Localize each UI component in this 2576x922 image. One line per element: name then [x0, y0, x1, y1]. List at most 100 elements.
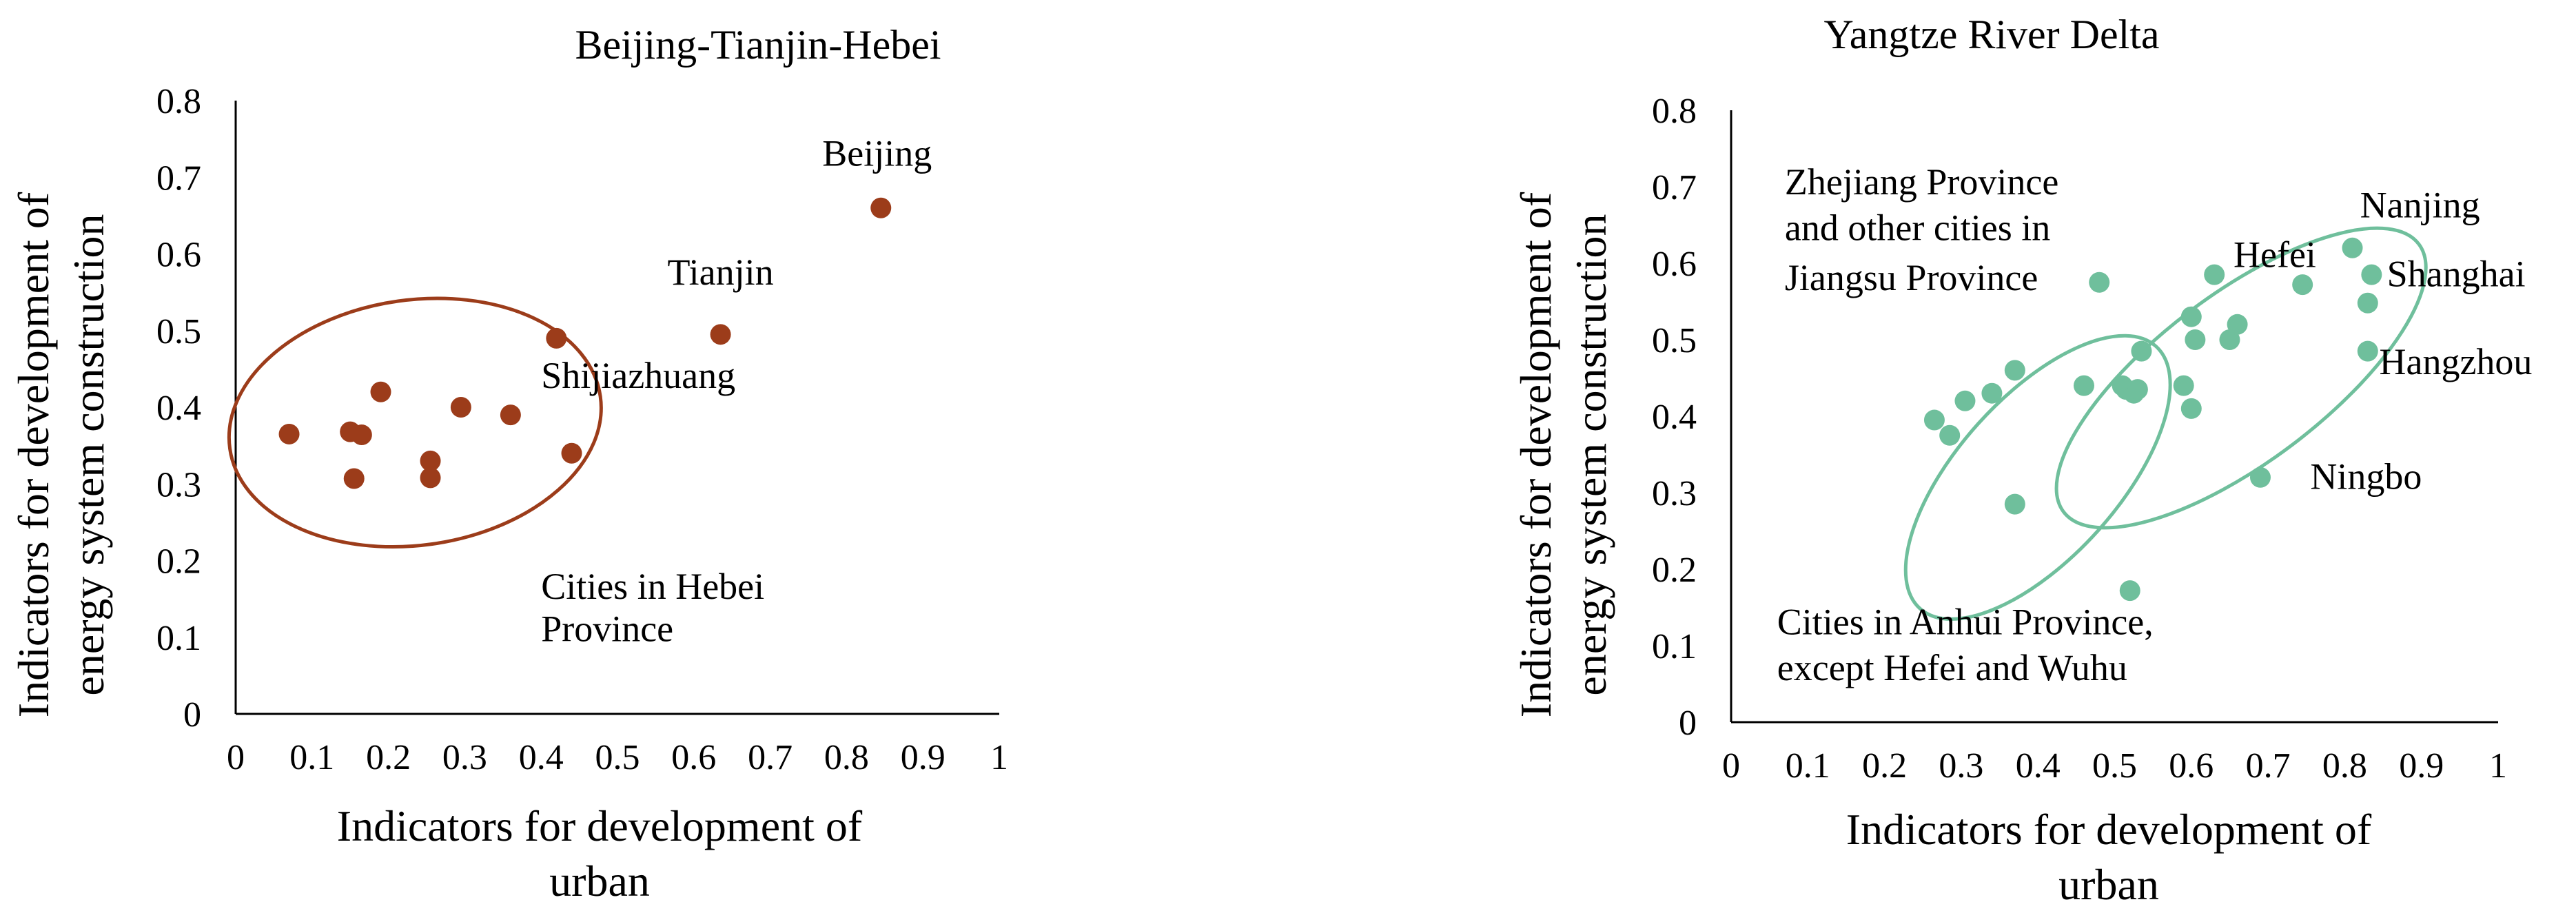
data-point [450, 397, 471, 418]
y-tick-label: 0.5 [1652, 321, 1697, 360]
y-tick-label: 0.7 [1652, 168, 1697, 207]
x-tick-label: 0.6 [671, 738, 716, 777]
data-point [2357, 340, 2378, 362]
cluster-ellipses [227, 296, 603, 549]
data-point [278, 423, 300, 444]
y-tick-labels: 0 0.1 0.2 0.3 0.4 0.5 0.6 0.7 0.8 [156, 82, 201, 735]
x-tick-label: 1 [990, 738, 1008, 777]
data-point [2357, 292, 2378, 314]
data-point [710, 324, 731, 345]
x-tick-label: 0.9 [2399, 746, 2444, 786]
x-tick-label: 0.9 [901, 738, 945, 777]
x-tick-label: 0.3 [1939, 746, 1983, 786]
data-point [2342, 237, 2363, 258]
annotation-label: Cities in Anhui Province, [1777, 601, 2154, 642]
data-point [2204, 264, 2225, 285]
data-point [2292, 274, 2313, 296]
data-point [500, 404, 521, 426]
y-tick-label: 0.7 [156, 158, 201, 198]
data-point [370, 381, 391, 402]
data-point [2089, 272, 2110, 293]
y-tick-label: 0.4 [156, 389, 201, 428]
y-tick-label: 0.4 [1652, 398, 1697, 437]
annotations: Beijing Tianjin Shijiazhuang Cities in Hebe… [541, 133, 932, 650]
cluster-ellipses [1903, 226, 2428, 621]
annotation-label: Shanghai [2387, 253, 2526, 294]
annotation-label: except Hefei and Wuhu [1777, 647, 2127, 688]
x-tick-label: 0.8 [2322, 746, 2367, 786]
annotation-label: Hefei [2233, 234, 2316, 276]
x-axis-label-line1: Indicators for development of [1846, 805, 2372, 854]
data-points [278, 197, 892, 489]
data-point [2131, 340, 2152, 362]
cluster-ellipse [227, 296, 603, 549]
data-point [2361, 264, 2382, 285]
data-point [2127, 379, 2148, 400]
data-point [2073, 375, 2094, 396]
y-tick-label: 0.2 [156, 542, 201, 582]
x-tick-label: 0.4 [519, 738, 564, 777]
y-tick-label: 0 [1679, 704, 1697, 743]
data-point [1981, 382, 2003, 404]
data-point [870, 197, 892, 218]
cluster-ellipse [1903, 334, 2172, 621]
data-point [2180, 306, 2202, 327]
data-point [546, 327, 567, 349]
y-tick-label: 0.8 [156, 82, 201, 121]
data-point [2185, 329, 2206, 350]
annotation-label: and other cities in [1785, 207, 2050, 249]
data-points [1923, 237, 2382, 602]
annotation-label: Cities in Hebei [541, 566, 764, 607]
y-tick-label: 0.8 [1652, 92, 1697, 131]
y-tick-label: 0.6 [156, 236, 201, 275]
x-tick-label: 0 [227, 738, 245, 777]
annotation-label: Ningbo [2310, 455, 2422, 497]
x-tick-label: 0.8 [824, 738, 869, 777]
y-tick-label: 0.3 [156, 465, 201, 504]
x-tick-label: 0.3 [442, 738, 487, 777]
data-point [2180, 398, 2202, 419]
x-tick-label: 0.2 [366, 738, 411, 777]
y-tick-label: 0 [183, 695, 201, 735]
annotation-label: Beijing [822, 133, 932, 174]
chart-title: Yangtze River Delta [1823, 12, 2159, 57]
x-tick-labels: 0 0.1 0.2 0.3 0.4 0.5 0.6 0.7 0.8 0.9 1 [1722, 746, 2507, 786]
x-tick-label: 0.1 [1786, 746, 1830, 786]
x-tick-label: 0.7 [748, 738, 793, 777]
y-tick-labels: 0 0.1 0.2 0.3 0.4 0.5 0.6 0.7 0.8 [1652, 92, 1697, 743]
data-point [1954, 390, 1976, 411]
data-point [2004, 493, 2025, 515]
y-tick-label: 0.3 [1652, 474, 1697, 513]
x-tick-label: 0.2 [1862, 746, 1907, 786]
data-point [2227, 314, 2248, 335]
y-tick-label: 0.1 [156, 619, 201, 658]
data-point [2119, 580, 2140, 602]
x-tick-label: 0.6 [2169, 746, 2214, 786]
x-tick-labels: 0 0.1 0.2 0.3 0.4 0.5 0.6 0.7 0.8 0.9 1 [227, 738, 1008, 777]
x-tick-label: 0.5 [595, 738, 640, 777]
y-axis-label-line1: Indicators for development of [9, 192, 58, 717]
annotation-label: Nanjing [2360, 184, 2480, 225]
data-point [1939, 424, 1961, 446]
chart-beijing-tianjin-hebei: Beijing-Tianjin-Hebei 0 0.1 0.2 0.3 0.4 0.5 0.… [9, 22, 1008, 905]
annotation-label: Jiangsu Province [1785, 257, 2038, 298]
y-axis-label-line2: energy system construction [64, 214, 113, 695]
x-tick-label: 0.1 [289, 738, 334, 777]
x-tick-label: 0 [1722, 746, 1740, 786]
y-tick-label: 0.5 [156, 312, 201, 351]
y-tick-label: 0.6 [1652, 245, 1697, 284]
x-axis-label-line2: urban [2058, 860, 2159, 909]
annotation-label: Zhejiang Province [1785, 161, 2058, 203]
x-tick-label: 1 [2489, 746, 2507, 786]
y-axis-label-line2: energy system construction [1566, 214, 1615, 695]
chart-yangtze-river-delta: Yangtze River Delta 0 0.1 0.2 0.3 0.4 0.5 0.6 0… [1511, 12, 2532, 909]
annotation-label: Tianjin [668, 252, 774, 293]
data-point [343, 468, 365, 489]
data-point [420, 450, 441, 471]
data-point [2173, 375, 2194, 396]
data-point [561, 442, 582, 464]
y-axis-label-line1: Indicators for development of [1511, 192, 1560, 717]
data-point [2249, 467, 2271, 488]
